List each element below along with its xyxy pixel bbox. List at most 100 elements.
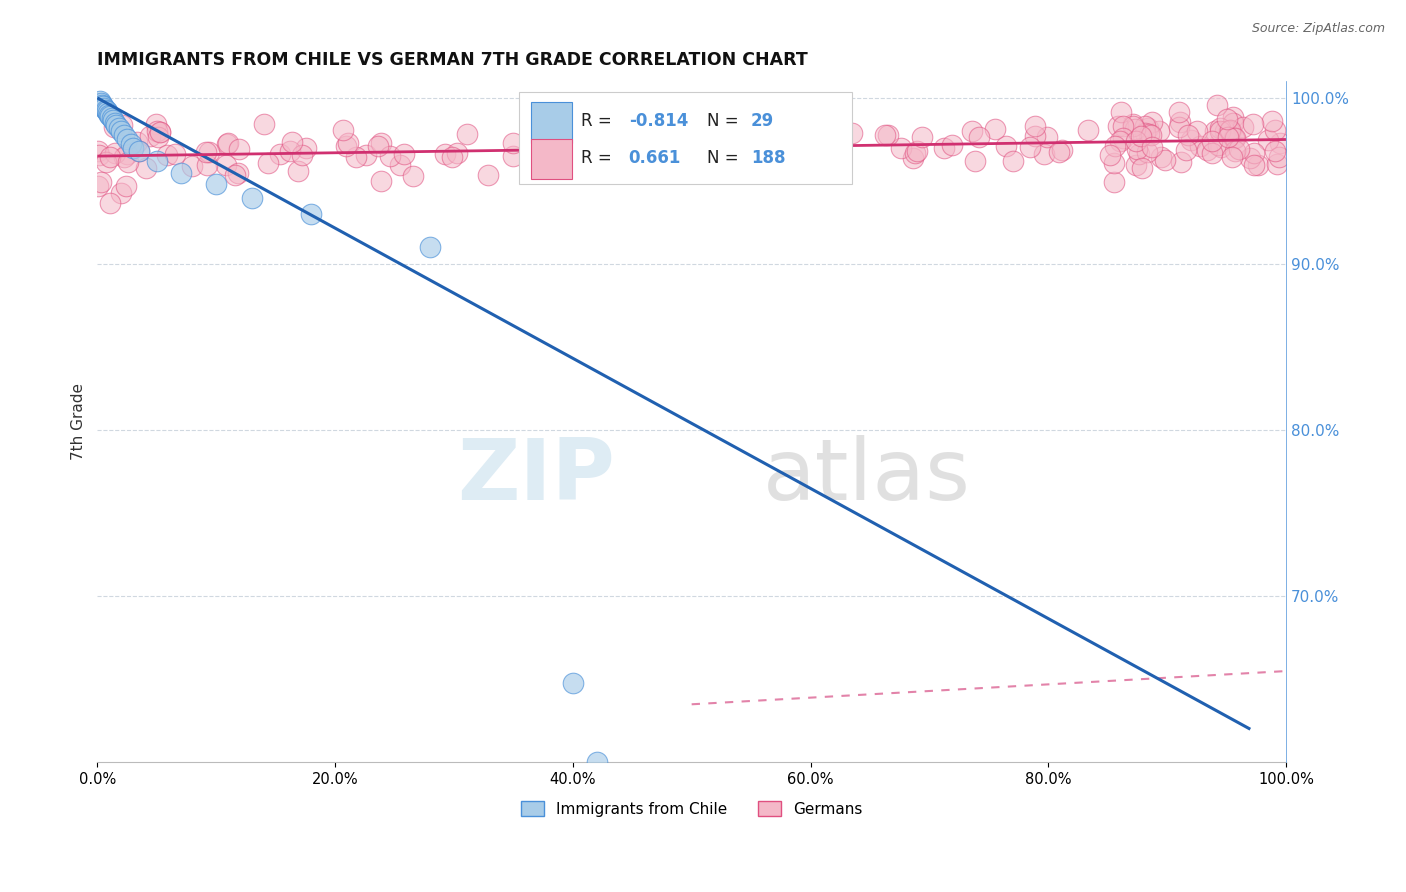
Point: [568, 150, 591, 164]
Point: [1150, 150, 1173, 164]
Point: [145, 117, 167, 131]
Point: [146, 124, 169, 138]
Point: [149, 125, 172, 139]
Point: [709, 133, 731, 147]
Point: [1140, 115, 1163, 129]
Point: [217, 137, 239, 152]
Point: [1223, 131, 1246, 145]
Point: [240, 191, 263, 205]
Point: [561, 675, 583, 690]
Point: [527, 155, 550, 169]
Point: [1168, 105, 1191, 120]
Point: [589, 136, 612, 150]
Point: [138, 129, 160, 144]
Point: [195, 158, 218, 172]
Point: [1268, 136, 1291, 150]
Point: [1153, 153, 1175, 167]
Point: [681, 117, 703, 131]
FancyBboxPatch shape: [519, 92, 852, 184]
Point: [1102, 156, 1125, 170]
Point: [1243, 158, 1265, 172]
Point: [1167, 120, 1189, 135]
Point: [1142, 139, 1164, 153]
Point: [110, 124, 132, 138]
Point: [634, 132, 657, 146]
Point: [1222, 116, 1244, 130]
Point: [1246, 158, 1268, 172]
Point: [1180, 133, 1202, 147]
Point: [789, 117, 811, 131]
Text: ZIP: ZIP: [457, 435, 614, 518]
Point: [370, 136, 392, 150]
Point: [299, 207, 322, 221]
Point: [1219, 123, 1241, 137]
Point: [146, 130, 169, 145]
Text: N =: N =: [707, 149, 738, 167]
Point: [354, 148, 377, 162]
Point: [1213, 123, 1236, 137]
Point: [711, 151, 734, 165]
Point: [823, 141, 845, 155]
Point: [1209, 120, 1232, 135]
Point: [1135, 119, 1157, 133]
Point: [1201, 145, 1223, 160]
Point: [814, 145, 837, 159]
Point: [1107, 119, 1129, 133]
Point: [965, 153, 987, 168]
Point: [1104, 139, 1126, 153]
Point: [215, 158, 238, 172]
Point: [389, 158, 412, 172]
Text: 0.661: 0.661: [628, 149, 681, 167]
Point: [1111, 105, 1133, 120]
Point: [228, 142, 250, 156]
Point: [224, 168, 246, 182]
Point: [1223, 130, 1246, 145]
Point: [714, 140, 737, 154]
Point: [217, 136, 239, 150]
Y-axis label: 7th Grade: 7th Grade: [72, 384, 86, 460]
Point: [1033, 147, 1056, 161]
Point: [820, 136, 842, 151]
Point: [984, 122, 1007, 136]
Point: [165, 146, 187, 161]
Point: [269, 147, 291, 161]
Point: [98, 107, 121, 121]
Point: [562, 147, 585, 161]
Point: [790, 145, 813, 160]
Point: [1264, 123, 1286, 137]
Point: [112, 150, 135, 164]
Point: [156, 147, 179, 161]
Point: [995, 139, 1018, 153]
Text: 188: 188: [751, 149, 786, 167]
Point: [681, 125, 703, 139]
Point: [1099, 147, 1122, 161]
Point: [122, 141, 145, 155]
Point: [1168, 115, 1191, 129]
Point: [149, 125, 172, 139]
Point: [290, 147, 312, 161]
Point: [1205, 98, 1227, 112]
Text: Source: ZipAtlas.com: Source: ZipAtlas.com: [1251, 22, 1385, 36]
Point: [720, 144, 742, 158]
Point: [1223, 145, 1246, 159]
Point: [281, 136, 304, 150]
Point: [877, 128, 900, 142]
Point: [104, 145, 127, 160]
Point: [1174, 143, 1197, 157]
Point: [890, 141, 912, 155]
Point: [1077, 123, 1099, 137]
Point: [1125, 134, 1147, 148]
Point: [146, 154, 169, 169]
Point: [904, 145, 927, 160]
Point: [135, 161, 157, 176]
Point: [98, 195, 121, 210]
Point: [626, 153, 648, 167]
Point: [205, 178, 228, 192]
Point: [969, 130, 991, 145]
Point: [1019, 140, 1042, 154]
Point: [1241, 117, 1264, 131]
Point: [1036, 130, 1059, 145]
Point: [1170, 155, 1192, 169]
Point: [107, 120, 129, 135]
Point: [717, 143, 740, 157]
